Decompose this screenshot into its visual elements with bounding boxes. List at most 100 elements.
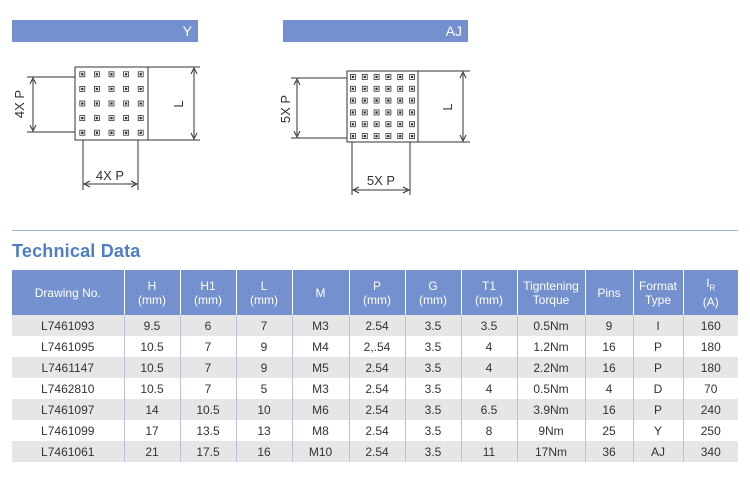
table-row: L7462810 10.5 7 5 M3 2.54 3.5 4 0.5Nm 4 D 70 <box>12 378 738 399</box>
pin-center <box>95 87 99 91</box>
pin-center <box>387 87 390 91</box>
table-cell: M10 <box>292 441 350 462</box>
pin-center <box>398 122 402 126</box>
diagram-y-header: Y <box>12 20 198 42</box>
pin-mark <box>137 86 144 92</box>
pin-mark <box>361 85 368 92</box>
pin-center <box>110 87 113 91</box>
pin-center <box>110 102 113 105</box>
table-row: L7461061 21 17.5 16 M10 2.54 3.5 11 17Nm 36 AJ 340 <box>12 441 738 462</box>
pin-mark <box>397 97 404 104</box>
pin-center <box>95 73 99 76</box>
table-cell: 2.54 <box>349 420 406 441</box>
drawing-aj-body <box>346 70 419 143</box>
table-cell: 17Nm <box>517 441 586 462</box>
column-header-line2: Torque <box>532 292 570 307</box>
pin-mark <box>79 86 86 92</box>
pin-center <box>110 131 113 134</box>
pin-mark <box>385 121 392 128</box>
table-row: L7461093 9.5 6 7 M3 2.54 3.5 3.5 0.5Nm 9 I 160 <box>12 315 738 336</box>
column-header: G (mm) <box>405 270 462 315</box>
pin-center <box>124 87 128 91</box>
table-cell: P <box>633 336 684 357</box>
pin-center <box>387 111 390 114</box>
pin-mark <box>361 121 368 128</box>
column-header-line1: P <box>372 278 381 293</box>
pin-mark <box>79 115 86 121</box>
table-cell: 3.9Nm <box>517 399 586 420</box>
table-cell: 8 <box>461 420 518 441</box>
table-cell: 7 <box>236 315 293 336</box>
pin-mark <box>409 109 415 116</box>
pin-center <box>363 99 367 102</box>
pin-mark <box>373 109 380 116</box>
pin-mark <box>350 97 356 104</box>
pin-center <box>410 75 414 79</box>
column-header: Format Type <box>633 270 684 315</box>
table-cell: 16 <box>236 441 293 462</box>
pin-mark <box>108 129 115 136</box>
table-cell: 180 <box>683 357 738 378</box>
column-header: Pins <box>585 270 634 315</box>
pin-mark <box>361 97 368 104</box>
pin-center <box>398 134 402 138</box>
pin-mark <box>385 109 392 116</box>
drawing-y-right-dim: L <box>171 100 186 107</box>
table-cell: 11 <box>461 441 518 462</box>
pin-center <box>375 75 378 79</box>
pin-mark <box>385 74 392 80</box>
column-header-line1: Drawing No. <box>34 285 101 300</box>
table-cell: 16 <box>585 357 634 378</box>
table-cell: P <box>633 399 684 420</box>
table-cell: M3 <box>292 315 350 336</box>
pin-center <box>124 102 128 105</box>
pin-center <box>363 75 367 79</box>
table-cell: D <box>633 378 684 399</box>
pin-center <box>351 87 355 91</box>
pin-center <box>387 122 390 126</box>
pin-mark <box>409 74 415 80</box>
pin-mark <box>409 121 415 128</box>
pin-mark <box>94 129 100 136</box>
pin-center <box>351 75 355 79</box>
table-header-row: Drawing No. H (mm) H1 (mm) L (mm) M P (mm) G (mm) T1… <box>12 270 738 315</box>
pin-center <box>398 87 402 91</box>
table-cell: L7461147 <box>12 357 125 378</box>
table-cell: 13.5 <box>180 420 237 441</box>
table-cell: 3.5 <box>405 357 462 378</box>
pin-mark <box>123 86 129 92</box>
table-cell: 7 <box>180 336 237 357</box>
table-cell: Y <box>633 420 684 441</box>
table-cell: M4 <box>292 336 350 357</box>
table-cell: M3 <box>292 378 350 399</box>
pin-mark <box>385 133 392 139</box>
pin-mark <box>79 129 86 136</box>
pin-center <box>124 116 128 120</box>
column-header: M <box>292 270 350 315</box>
pin-mark <box>79 100 86 107</box>
pin-center <box>81 102 84 105</box>
pin-center <box>124 131 128 134</box>
table-cell: 16 <box>585 399 634 420</box>
table-cell: 2.54 <box>349 315 406 336</box>
pin-mark <box>123 115 129 121</box>
column-header-subscript: R <box>709 283 716 293</box>
pin-mark <box>123 129 129 136</box>
table-cell: L7462810 <box>12 378 125 399</box>
table-cell: 3.5 <box>405 441 462 462</box>
pin-mark <box>79 71 86 78</box>
table-cell: 2.2Nm <box>517 357 586 378</box>
column-header: Drawing No. <box>12 270 125 315</box>
pin-center <box>139 116 142 120</box>
table-cell: 340 <box>683 441 738 462</box>
section-title: Technical Data <box>12 241 141 261</box>
table-cell: 3.5 <box>405 315 462 336</box>
pin-mark <box>137 71 144 78</box>
column-header-line2: (mm) <box>475 292 503 307</box>
table-cell: 4 <box>461 336 518 357</box>
pin-mark <box>385 97 392 104</box>
table-cell: 0.5Nm <box>517 378 586 399</box>
pin-mark <box>409 85 415 92</box>
column-header-line2: Type <box>644 292 671 307</box>
table-cell: AJ <box>633 441 684 462</box>
